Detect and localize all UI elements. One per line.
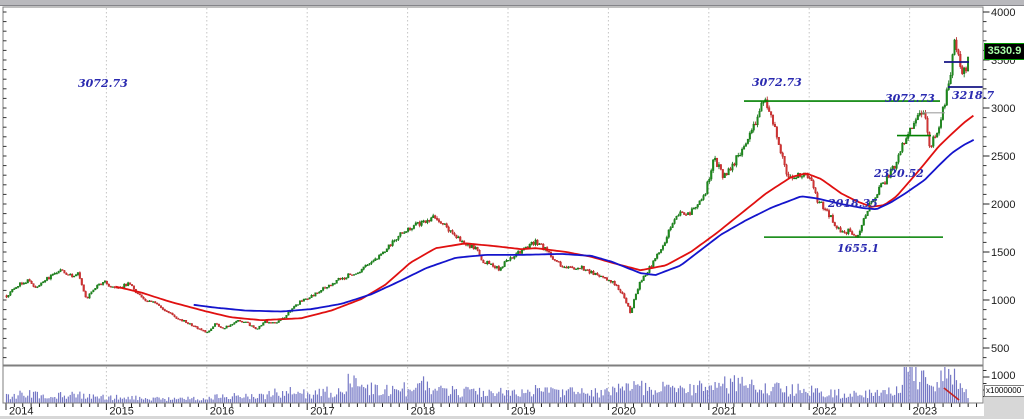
- bottom-right-corner: [984, 397, 1024, 416]
- bottom-gray-strip: [0, 416, 1024, 419]
- year-tick-label: 2016: [210, 406, 234, 418]
- blue-moving-average-line: [193, 139, 975, 313]
- annotation-labels: 3072.73 3072.73 3072.73 3218.7 2320.52 2018.3…: [78, 76, 994, 255]
- volume-axis-tick-label: 1000: [991, 370, 1016, 382]
- year-tick-label: 2019: [511, 406, 535, 418]
- red-moving-average-line: [115, 114, 974, 322]
- price-tick-label: 500: [991, 343, 1009, 355]
- year-tick-label: 2014: [9, 406, 33, 418]
- price-tick-label: 4000: [991, 7, 1015, 19]
- year-tick-label: 2015: [109, 406, 133, 418]
- panel-frames: [2, 6, 984, 404]
- price-annotation-text: 3072.73: [752, 76, 802, 89]
- price-tick-label: 1000: [991, 295, 1015, 307]
- volume-multiplier-label: x1000000: [984, 385, 1024, 397]
- price-tick-label: 1500: [991, 247, 1015, 259]
- price-annotation-text: 3072.73: [78, 77, 128, 90]
- year-tick-label: 2018: [411, 406, 435, 418]
- price-annotation-text: 3072.73: [885, 92, 935, 105]
- cropped-toolbar-strip: [0, 0, 1024, 6]
- candlesticks: [5, 37, 970, 334]
- price-annotation-text: 1655.1: [837, 242, 879, 255]
- price-tick-label: 2500: [991, 151, 1015, 163]
- time-axis[interactable]: 2014 2015 2016 2017 2018 2019 2020 2021 2022 2023: [5, 403, 978, 418]
- year-gridlines: [105, 8, 911, 402]
- price-tick-label: 2000: [991, 199, 1015, 211]
- year-tick-label: 2020: [611, 406, 635, 418]
- volume-trend-mark: [943, 387, 960, 401]
- volume-bars: [5, 367, 969, 403]
- year-tick-label: 2021: [712, 406, 736, 418]
- year-tick-label: 2022: [812, 406, 836, 418]
- price-annotation-text: 3218.7: [952, 89, 994, 102]
- price-annotation-text: 2320.52: [873, 167, 924, 180]
- annotation-lines[interactable]: [744, 61, 983, 401]
- year-tick-label: 2023: [913, 406, 937, 418]
- price-tick-label: 3000: [991, 103, 1015, 115]
- price-annotation-text: 2018.35: [827, 197, 878, 210]
- year-tick-label: 2017: [310, 406, 334, 418]
- last-price-badge: 3530.9: [984, 43, 1024, 60]
